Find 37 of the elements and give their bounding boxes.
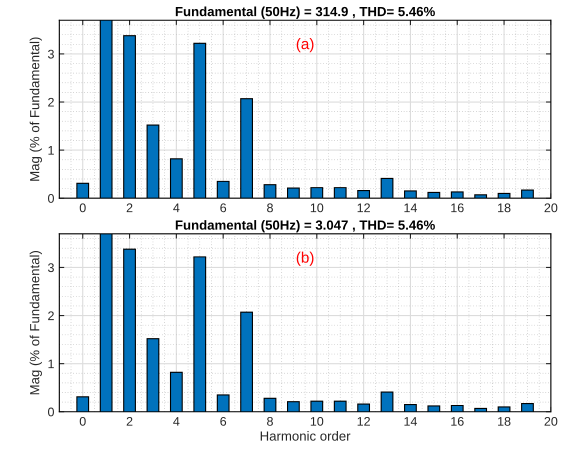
y-tick-label: 2 bbox=[48, 311, 54, 320]
y-tick-label: 2 bbox=[48, 98, 54, 107]
y-tick-label: 0 bbox=[48, 408, 54, 416]
y-tick-label: 3 bbox=[48, 50, 54, 59]
x-tick-label: 16 bbox=[451, 416, 464, 426]
x-tick-label: 20 bbox=[544, 416, 558, 426]
x-tick-label: 6 bbox=[220, 416, 226, 426]
y-axis-title: Mag (% of Fundamental) bbox=[30, 37, 42, 181]
x-tick-label: 16 bbox=[451, 203, 464, 212]
y-tick-label: 1 bbox=[48, 146, 54, 155]
y-tick-label: 1 bbox=[48, 360, 54, 368]
x-tick-label: 18 bbox=[498, 203, 510, 212]
x-tick-label: 10 bbox=[310, 416, 324, 426]
annotation: (b) bbox=[296, 252, 314, 266]
x-tick-label: 6 bbox=[220, 203, 226, 212]
x-tick-label: 2 bbox=[126, 416, 132, 426]
x-tick-label: 18 bbox=[498, 416, 510, 426]
x-tick-label: 14 bbox=[404, 204, 418, 212]
y-axis-title: Mag (% of Fundamental) bbox=[30, 250, 42, 394]
x-tick-label: 14 bbox=[404, 417, 418, 426]
x-tick-label: 0 bbox=[80, 203, 86, 212]
x-tick-label: 4 bbox=[173, 204, 180, 212]
chart-title: Fundamental (50Hz) = 3.047 , THD= 5.46% bbox=[176, 220, 435, 232]
annotation: (a) bbox=[296, 38, 314, 52]
x-tick-label: 2 bbox=[126, 203, 132, 212]
x-tick-label: 10 bbox=[310, 203, 324, 212]
x-tick-label: 8 bbox=[267, 416, 273, 426]
x-tick-label: 20 bbox=[544, 203, 558, 212]
x-axis-title: Harmonic order bbox=[260, 431, 350, 441]
x-tick-label: 0 bbox=[80, 416, 86, 426]
y-tick-label: 3 bbox=[48, 263, 54, 272]
x-tick-label: 12 bbox=[358, 416, 370, 426]
x-tick-label: 4 bbox=[173, 417, 180, 426]
x-tick-label: 8 bbox=[267, 203, 273, 212]
x-tick-label: 12 bbox=[358, 203, 370, 212]
chart-title: Fundamental (50Hz) = 314.9 , THD= 5.46% bbox=[176, 6, 435, 19]
y-tick-label: 0 bbox=[48, 194, 54, 203]
